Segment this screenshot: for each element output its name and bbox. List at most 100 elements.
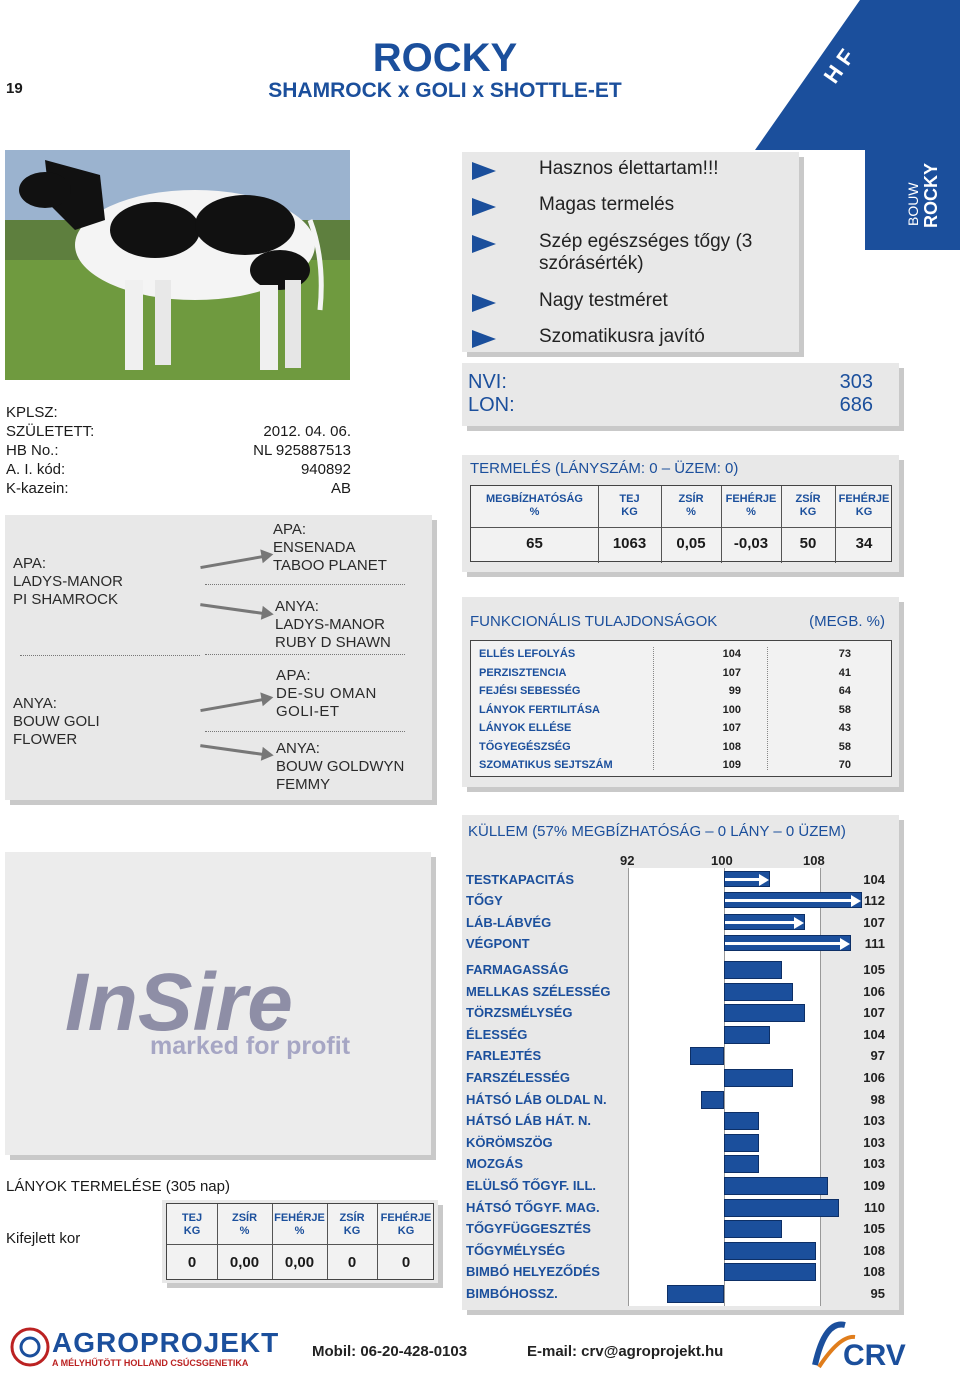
conformation-bar bbox=[724, 871, 770, 887]
functional-trait-value: 107 bbox=[722, 666, 741, 679]
functional-trait-value: 107 bbox=[722, 722, 741, 734]
arrow-right-icon bbox=[472, 235, 496, 253]
conformation-trait-value: 106 bbox=[863, 1070, 885, 1085]
side-tab-small: BOUW bbox=[905, 182, 921, 226]
insire-tagline: marked for profit bbox=[150, 1032, 351, 1060]
conformation-trait-name: LÁB-LÁBVÉG bbox=[466, 914, 552, 930]
conformation-trait-value: 112 bbox=[864, 893, 885, 909]
daughters-row-label: Kifejlett kor bbox=[6, 1230, 81, 1247]
conformation-bar bbox=[724, 892, 862, 909]
cell-value: 0 bbox=[347, 1254, 357, 1271]
conformation-trait-name: FARSZÉLESSÉG bbox=[466, 1070, 571, 1085]
nvi-value: 303 bbox=[839, 371, 873, 393]
cell-value: -0,03 bbox=[733, 535, 769, 552]
col-header: FEHÉRJE KG bbox=[380, 1212, 432, 1237]
conformation-trait-name: HÁTSÓ LÁB OLDAL N. bbox=[466, 1091, 607, 1107]
conformation-trait-name: ELÜLSŐ TŐGYF. ILL. bbox=[466, 1178, 596, 1193]
daughters-header: LÁNYOK TERMELÉSE (305 nap) bbox=[6, 1178, 230, 1195]
production-table: MEGBÍZHATÓSÁG% TEJ KG ZSÍR% FEHÉRJE% ZSÍR… bbox=[470, 485, 892, 563]
scale-label: 92 bbox=[620, 853, 635, 868]
conformation-trait-value: 103 bbox=[863, 1156, 885, 1172]
functional-row: LÁNYOK ELLÉSE 107 43 bbox=[471, 719, 891, 737]
cell-value: 0,00 bbox=[229, 1254, 260, 1271]
conformation-trait-name: MOZGÁS bbox=[466, 1156, 524, 1172]
pedigree-dam: ANYA: BOUW GOLI FLOWER bbox=[13, 695, 100, 748]
conformation-bar bbox=[724, 1220, 782, 1239]
conformation-bar bbox=[724, 913, 805, 930]
pedigree-dam-dam: ANYA: BOUW GOLDWYN FEMMY bbox=[276, 740, 405, 793]
insire-logo-text: InSire bbox=[65, 957, 293, 1048]
cell-value: 50 bbox=[799, 535, 817, 552]
pedigree-sire: APA: LADYS-MANOR PI SHAMROCK bbox=[13, 555, 124, 608]
conformation-bar bbox=[724, 1155, 759, 1174]
arrow-right-icon bbox=[472, 294, 496, 312]
col-header: ZSÍR% bbox=[231, 1212, 258, 1237]
divider bbox=[205, 584, 405, 585]
conformation-trait-value: 110 bbox=[864, 1199, 885, 1215]
contact-email[interactable]: E-mail: crv@agroprojekt.hu bbox=[527, 1343, 724, 1360]
cell-value: 1063 bbox=[612, 535, 647, 552]
functional-row: SZOMATIKUS SEJTSZÁM 109 70 bbox=[471, 756, 891, 774]
info-row: A. I. kód: 940892 bbox=[6, 461, 351, 478]
conformation-trait-value: 98 bbox=[870, 1091, 885, 1107]
side-tab-big: ROCKY bbox=[921, 162, 941, 228]
bull-name: ROCKY bbox=[372, 36, 518, 80]
info-row: KPLSZ: bbox=[6, 404, 58, 421]
conformation-trait-name: TŐGYFÜGGESZTÉS bbox=[466, 1221, 591, 1237]
divider bbox=[205, 654, 405, 655]
conformation-trait-name: TŐGY bbox=[466, 893, 503, 909]
agroprojekt-name: AGROPROJEKT bbox=[52, 1327, 280, 1358]
conformation-trait-value: 106 bbox=[863, 983, 885, 999]
col-header: TEJ KG bbox=[619, 493, 640, 518]
cell-value: 0 bbox=[187, 1254, 197, 1271]
col-header: ZSÍR KG bbox=[795, 493, 821, 518]
conformation-bar bbox=[724, 1241, 816, 1260]
conformation-trait-name: BIMBÓ HELYEZŐDÉS bbox=[466, 1264, 600, 1280]
arrow-right-icon bbox=[472, 330, 496, 348]
agroprojekt-sub: A MÉLYHŰTÖTT HOLLAND CSÚCSGENETIKA bbox=[52, 1358, 249, 1368]
pedigree-panel: APA: LADYS-MANOR PI SHAMROCK ANYA: BOUW GOL… bbox=[5, 515, 432, 800]
conformation-bar bbox=[701, 1090, 724, 1109]
functional-trait-name: LÁNYOK FERTILITÁSA bbox=[479, 703, 600, 716]
functional-header-right: (MEGB. %) bbox=[809, 613, 885, 630]
conformation-trait-value: 105 bbox=[863, 1221, 885, 1237]
functional-trait-value: 100 bbox=[722, 703, 741, 716]
insire-logo: InSire marked for profit bbox=[65, 957, 351, 1060]
functional-trait-reliability: 58 bbox=[838, 740, 851, 753]
conformation-trait-name: KÖRÖMSZÖG bbox=[466, 1134, 553, 1150]
daughters-table: TEJ KG ZSÍR% FEHÉRJE% ZSÍR KG FEHÉRJE KG 0 … bbox=[166, 1203, 434, 1280]
conformation-trait-value: 97 bbox=[870, 1048, 885, 1064]
scale-label: 100 bbox=[711, 853, 733, 868]
production-panel: TERMELÉS (LÁNYSZÁM: 0 – ÜZEM: 0) MEGBÍZH… bbox=[462, 455, 899, 572]
functional-trait-value: 109 bbox=[722, 759, 741, 771]
info-row: K-kazein: AB bbox=[6, 480, 351, 497]
conformation-bar bbox=[724, 934, 851, 951]
crv-logo: CRV bbox=[805, 1315, 910, 1373]
bull-info: KPLSZ: SZÜLETETT: 2012. 04. 06. HB No.: NL… bbox=[6, 404, 351, 499]
cell-value: 0,00 bbox=[284, 1254, 315, 1271]
conformation-chart-area bbox=[628, 868, 821, 1306]
crv-swoosh-icon: CRV bbox=[812, 1321, 906, 1372]
pedigree-arrow bbox=[200, 553, 270, 570]
conformation-trait-value: 95 bbox=[870, 1286, 885, 1301]
conformation-bar bbox=[689, 1047, 724, 1066]
conformation-header: KÜLLEM (57% MEGBÍZHATÓSÁG – 0 LÁNY – 0 Ü… bbox=[468, 823, 846, 840]
col-header: TEJ KG bbox=[181, 1212, 203, 1237]
conformation-trait-name: TESTKAPACITÁS bbox=[466, 872, 575, 887]
conformation-trait-name: FARMAGASSÁG bbox=[466, 962, 569, 977]
functional-row: LÁNYOK FERTILITÁSA 100 58 bbox=[471, 701, 891, 719]
conformation-trait-value: 104 bbox=[863, 1026, 885, 1042]
conformation-bar bbox=[724, 1069, 793, 1087]
conformation-trait-name: HÁTSÓ LÁB HÁT. N. bbox=[466, 1113, 591, 1129]
col-header: ZSÍR% bbox=[678, 493, 704, 518]
production-header: TERMELÉS (LÁNYSZÁM: 0 – ÜZEM: 0) bbox=[470, 460, 739, 477]
functional-trait-name: PERZISZTENCIA bbox=[479, 666, 567, 679]
conformation-bar bbox=[666, 1285, 724, 1303]
conformation-trait-value: 105 bbox=[863, 962, 885, 977]
conformation-trait-name: TŐGYMÉLYSÉG bbox=[466, 1242, 566, 1258]
pedigree-dam-sire: APA: DE-SU OMAN GOLI-ET bbox=[276, 667, 377, 720]
col-header: FEHÉRJE% bbox=[725, 493, 777, 518]
functional-header: FUNKCIONÁLIS TULAJDONSÁGOK bbox=[470, 613, 718, 630]
pedigree-arrow bbox=[200, 603, 270, 616]
functional-row: FEJÉSI SEBESSÉG 99 64 bbox=[471, 682, 891, 700]
